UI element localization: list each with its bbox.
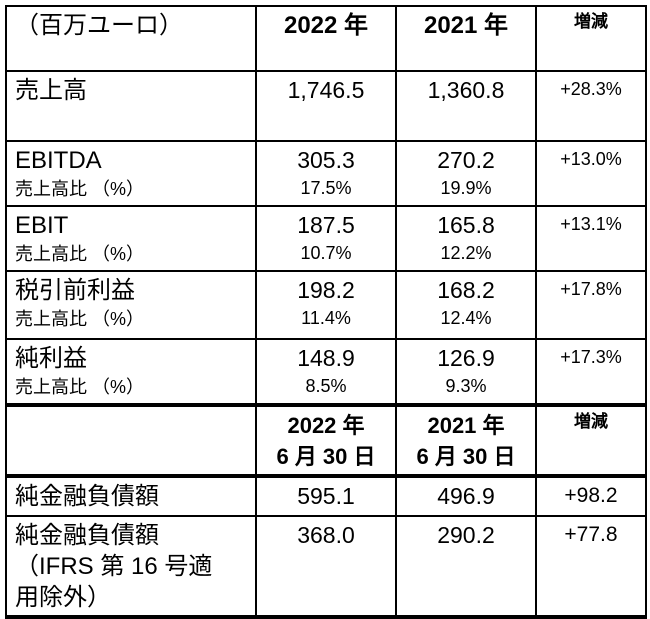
row-label-line2: （IFRS 第 16 号適 — [15, 553, 213, 580]
date-2022-header-cell: 2022 年 6 月 30 日 — [255, 403, 397, 478]
year-2021-header-cell: 2021 年 — [395, 5, 537, 72]
row-sublabel: 売上高比 （%） — [15, 377, 145, 397]
row-pretax-2021-cell: 168.2 12.4% — [395, 270, 537, 340]
row-pretax-label-cell: 税引前利益 売上高比 （%） — [5, 270, 257, 340]
value-change: +77.8 — [564, 523, 618, 546]
row-label: EBITDA — [15, 147, 102, 174]
balance-change-header: 増減 — [574, 412, 608, 431]
row-label: EBIT — [15, 212, 69, 239]
change-header: 増減 — [574, 12, 608, 31]
row-ebit-change-cell: +13.1% — [535, 205, 647, 272]
value-2021: 165.8 — [437, 212, 495, 238]
value-change: +17.8% — [560, 279, 622, 299]
row-ebitda: EBITDA 売上高比 （%） 305.3 17.5% 270.2 19.9% … — [5, 140, 647, 207]
value-2021: 496.9 — [437, 483, 495, 509]
value-2022: 595.1 — [297, 483, 355, 509]
value-2021: 168.2 — [437, 277, 495, 303]
row-sales-2021-cell: 1,360.8 — [395, 70, 537, 142]
pct-2021: 12.2% — [440, 243, 492, 263]
value-2022: 187.5 — [297, 212, 355, 238]
value-2021: 1,360.8 — [427, 77, 505, 103]
row-sublabel: 売上高比 （%） — [15, 244, 145, 264]
row-sublabel: 売上高比 （%） — [15, 309, 145, 329]
row-nfd2-change-cell: +77.8 — [535, 515, 647, 619]
date-2021-header-year: 2021 年 — [427, 413, 505, 438]
year-2022-header: 2022 年 — [283, 12, 369, 39]
row-label: 税引前利益 — [15, 277, 135, 304]
row-ebitda-label-cell: EBITDA 売上高比 （%） — [5, 140, 257, 207]
row-sublabel: 売上高比 （%） — [15, 179, 145, 199]
balance-header-row: 2022 年 6 月 30 日 2021 年 6 月 30 日 増減 — [5, 403, 647, 478]
row-label-line1: 純金融負債額 — [15, 522, 159, 549]
row-ebit-2021-cell: 165.8 12.2% — [395, 205, 537, 272]
year-2022-header-cell: 2022 年 — [255, 5, 397, 72]
row-nfd2-2022-cell: 368.0 — [255, 515, 397, 619]
year-2021-header: 2021 年 — [423, 12, 509, 39]
row-ebitda-2021-cell: 270.2 19.9% — [395, 140, 537, 207]
row-net-2021-cell: 126.9 9.3% — [395, 338, 537, 406]
row-pretax-change-cell: +17.8% — [535, 270, 647, 340]
row-sales-label-cell: 売上高 — [5, 70, 257, 142]
unit-header-cell: （百万ユーロ） — [5, 5, 257, 72]
row-label: 売上高 — [15, 77, 87, 104]
value-2022: 198.2 — [297, 277, 355, 303]
row-net-2022-cell: 148.9 8.5% — [255, 338, 397, 406]
date-2022-header-year: 2022 年 — [287, 413, 365, 438]
row-nfd2-label-cell: 純金融負債額 （IFRS 第 16 号適 用除外） — [5, 515, 257, 619]
value-change: +13.1% — [560, 214, 622, 234]
value-2022: 368.0 — [297, 522, 355, 548]
value-change: +28.3% — [560, 79, 622, 99]
row-sales-2022-cell: 1,746.5 — [255, 70, 397, 142]
date-2021-header-day: 6 月 30 日 — [416, 444, 516, 469]
row-sales-change-cell: +28.3% — [535, 70, 647, 142]
pct-2021: 9.3% — [445, 376, 487, 396]
row-nfd-2022-cell: 595.1 — [255, 475, 397, 517]
value-2022: 148.9 — [297, 345, 355, 371]
pct-2021: 12.4% — [440, 308, 492, 328]
value-2022: 305.3 — [297, 147, 355, 173]
pct-2022: 10.7% — [300, 243, 352, 263]
row-ebit: EBIT 売上高比 （%） 187.5 10.7% 165.8 12.2% +1… — [5, 205, 647, 272]
value-2021: 270.2 — [437, 147, 495, 173]
row-net-financial-debt: 純金融負債額 595.1 496.9 +98.2 — [5, 475, 647, 517]
row-net-label-cell: 純利益 売上高比 （%） — [5, 338, 257, 406]
row-pretax-profit: 税引前利益 売上高比 （%） 198.2 11.4% 168.2 12.4% +… — [5, 270, 647, 340]
value-2021: 126.9 — [437, 345, 495, 371]
row-label: 純金融負債額 — [15, 483, 159, 510]
value-change: +13.0% — [560, 149, 622, 169]
pct-2021: 19.9% — [440, 178, 492, 198]
pnl-header-row: （百万ユーロ） 2022 年 2021 年 増減 — [5, 5, 647, 72]
unit-label: （百万ユーロ） — [15, 12, 183, 39]
row-nfd-label-cell: 純金融負債額 — [5, 475, 257, 517]
value-2021: 290.2 — [437, 522, 495, 548]
pct-2022: 8.5% — [305, 376, 347, 396]
row-net-financial-debt-ex-ifrs16: 純金融負債額 （IFRS 第 16 号適 用除外） 368.0 290.2 +7… — [5, 515, 647, 619]
date-2021-header-cell: 2021 年 6 月 30 日 — [395, 403, 537, 478]
row-label-line3: 用除外） — [15, 584, 111, 611]
row-net-change-cell: +17.3% — [535, 338, 647, 406]
balance-change-header-cell: 増減 — [535, 403, 647, 478]
row-ebit-label-cell: EBIT 売上高比 （%） — [5, 205, 257, 272]
row-net-profit: 純利益 売上高比 （%） 148.9 8.5% 126.9 9.3% +17.3… — [5, 338, 647, 406]
value-change: +98.2 — [564, 484, 618, 507]
row-label: 純利益 — [15, 345, 87, 372]
pct-2022: 11.4% — [301, 308, 351, 328]
row-ebitda-2022-cell: 305.3 17.5% — [255, 140, 397, 207]
row-nfd-2021-cell: 496.9 — [395, 475, 537, 517]
row-nfd-change-cell: +98.2 — [535, 475, 647, 517]
date-2022-header-day: 6 月 30 日 — [276, 444, 376, 469]
balance-header-empty-cell — [5, 403, 257, 478]
financial-results-table: （百万ユーロ） 2022 年 2021 年 増減 売上高 1,746.5 1,3… — [5, 5, 647, 619]
pct-2022: 17.5% — [300, 178, 352, 198]
row-pretax-2022-cell: 198.2 11.4% — [255, 270, 397, 340]
row-ebit-2022-cell: 187.5 10.7% — [255, 205, 397, 272]
change-header-cell: 増減 — [535, 5, 647, 72]
value-2022: 1,746.5 — [287, 77, 365, 103]
row-ebitda-change-cell: +13.0% — [535, 140, 647, 207]
row-nfd2-2021-cell: 290.2 — [395, 515, 537, 619]
row-sales: 売上高 1,746.5 1,360.8 +28.3% — [5, 70, 647, 142]
value-change: +17.3% — [560, 347, 622, 367]
